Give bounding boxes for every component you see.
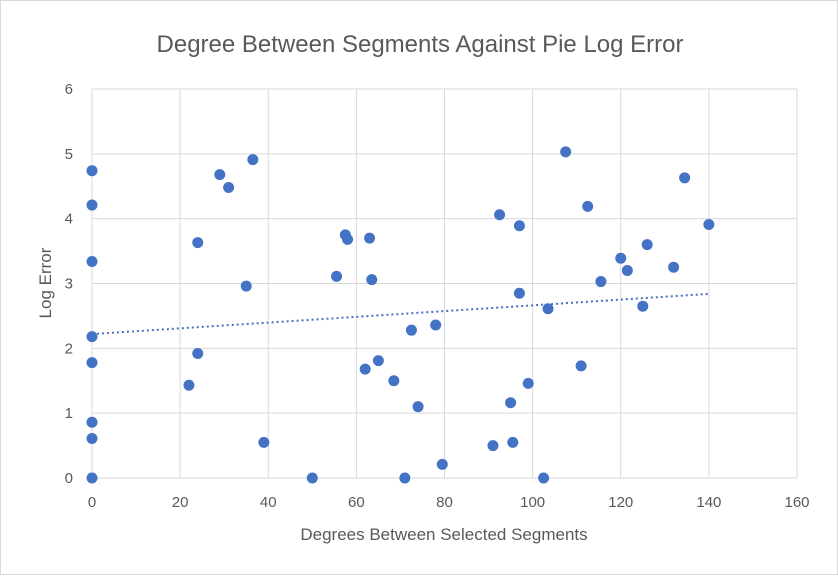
data-points bbox=[86, 146, 715, 484]
data-point bbox=[641, 239, 653, 251]
data-point bbox=[436, 458, 448, 470]
x-tick-label: 100 bbox=[520, 494, 545, 511]
data-point bbox=[542, 303, 554, 315]
data-point bbox=[538, 472, 550, 484]
data-point bbox=[86, 165, 98, 177]
data-point bbox=[487, 440, 499, 452]
data-point bbox=[560, 146, 572, 158]
data-point bbox=[306, 472, 318, 484]
x-tick-label: 120 bbox=[608, 494, 633, 511]
data-point bbox=[86, 472, 98, 484]
y-tick-label: 4 bbox=[65, 211, 73, 228]
data-point bbox=[86, 357, 98, 369]
x-tick-label: 20 bbox=[172, 494, 189, 511]
data-point bbox=[513, 220, 525, 232]
gridlines bbox=[91, 88, 798, 479]
x-tick-label: 140 bbox=[696, 494, 721, 511]
chart-title: Degree Between Segments Against Pie Log … bbox=[157, 31, 684, 58]
data-point bbox=[388, 375, 400, 387]
data-point bbox=[494, 209, 506, 221]
y-tick-label: 3 bbox=[65, 276, 73, 293]
data-point bbox=[86, 199, 98, 211]
data-point bbox=[331, 270, 343, 282]
data-point bbox=[595, 276, 607, 288]
data-point bbox=[240, 280, 252, 292]
data-point bbox=[679, 172, 691, 184]
y-tick-label: 5 bbox=[65, 146, 73, 163]
data-point bbox=[86, 331, 98, 343]
data-point bbox=[430, 319, 442, 331]
data-point bbox=[192, 237, 204, 249]
data-point bbox=[342, 233, 354, 245]
data-point bbox=[703, 219, 715, 231]
data-point bbox=[399, 472, 411, 484]
data-point bbox=[192, 348, 204, 360]
data-point bbox=[575, 360, 587, 372]
y-tick-label: 2 bbox=[65, 340, 73, 357]
data-point bbox=[366, 274, 378, 286]
data-point bbox=[412, 401, 424, 413]
x-tick-label: 60 bbox=[348, 494, 365, 511]
data-point bbox=[637, 300, 649, 312]
data-point bbox=[86, 432, 98, 444]
data-point bbox=[247, 154, 259, 166]
data-point bbox=[214, 169, 226, 181]
data-point bbox=[372, 355, 384, 367]
data-point bbox=[668, 261, 680, 273]
data-point bbox=[615, 252, 627, 264]
x-tick-label: 160 bbox=[784, 494, 809, 511]
data-point bbox=[364, 232, 376, 244]
data-point bbox=[183, 379, 195, 391]
data-point bbox=[513, 287, 525, 299]
x-axis-label: Degrees Between Selected Segments bbox=[300, 525, 587, 544]
data-point bbox=[86, 416, 98, 428]
tick-labels: 0 20 40 60 80 100 120 140 160 0 1 2 3 4 5 6 bbox=[65, 81, 810, 511]
y-tick-label: 0 bbox=[65, 470, 73, 487]
data-point bbox=[505, 397, 517, 409]
x-tick-label: 80 bbox=[436, 494, 453, 511]
data-point bbox=[359, 363, 371, 375]
y-tick-label: 6 bbox=[65, 81, 73, 98]
data-point bbox=[621, 265, 633, 277]
trendline bbox=[91, 292, 709, 336]
data-point bbox=[405, 324, 417, 336]
x-tick-label: 40 bbox=[260, 494, 277, 511]
data-point bbox=[258, 436, 270, 448]
y-axis-label: Log Error bbox=[36, 247, 55, 318]
x-tick-label: 0 bbox=[88, 494, 96, 511]
data-point bbox=[86, 255, 98, 267]
data-point bbox=[223, 182, 235, 194]
data-point bbox=[507, 436, 519, 448]
y-tick-label: 1 bbox=[65, 405, 73, 422]
data-point bbox=[522, 377, 534, 389]
data-point bbox=[582, 200, 594, 212]
